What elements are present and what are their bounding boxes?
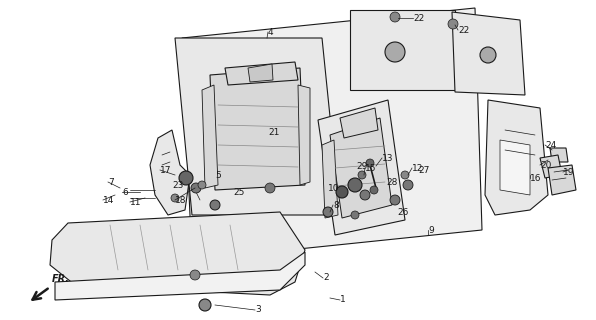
Polygon shape (485, 100, 548, 215)
Circle shape (390, 12, 400, 22)
Text: 5: 5 (215, 171, 221, 180)
Circle shape (210, 200, 220, 210)
Text: 20: 20 (540, 161, 551, 170)
Text: 26: 26 (397, 207, 408, 217)
Polygon shape (500, 140, 530, 195)
Text: FR.: FR. (52, 274, 70, 284)
Text: 8: 8 (333, 201, 339, 210)
Text: 15: 15 (365, 164, 377, 172)
Circle shape (171, 194, 179, 202)
Polygon shape (298, 85, 310, 185)
Circle shape (199, 299, 211, 311)
Circle shape (403, 180, 413, 190)
Circle shape (198, 181, 206, 189)
Circle shape (358, 171, 366, 179)
Polygon shape (150, 130, 190, 215)
Circle shape (360, 190, 370, 200)
Polygon shape (350, 10, 455, 90)
Circle shape (190, 270, 200, 280)
Circle shape (390, 195, 400, 205)
Circle shape (265, 183, 275, 193)
Text: 7: 7 (108, 178, 114, 187)
Circle shape (191, 183, 201, 193)
Circle shape (480, 47, 496, 63)
Text: 14: 14 (103, 196, 114, 204)
Polygon shape (50, 212, 305, 295)
Polygon shape (248, 64, 273, 82)
Text: 23: 23 (172, 180, 184, 189)
Text: 10: 10 (328, 183, 340, 193)
Polygon shape (452, 12, 525, 95)
Circle shape (336, 186, 348, 198)
Circle shape (370, 186, 378, 194)
Text: 4: 4 (268, 28, 274, 36)
Polygon shape (175, 38, 340, 215)
Text: 19: 19 (563, 167, 575, 177)
Polygon shape (540, 155, 562, 178)
Polygon shape (210, 68, 305, 190)
Text: 24: 24 (545, 140, 556, 149)
Text: 16: 16 (530, 173, 542, 182)
Text: 17: 17 (160, 165, 172, 174)
Polygon shape (318, 100, 405, 235)
Text: 3: 3 (255, 306, 260, 315)
Circle shape (348, 178, 362, 192)
Circle shape (351, 211, 359, 219)
Circle shape (323, 207, 333, 217)
Text: 11: 11 (130, 197, 141, 206)
Text: 13: 13 (382, 154, 393, 163)
Text: 12: 12 (412, 164, 423, 172)
Circle shape (401, 171, 409, 179)
Circle shape (448, 19, 458, 29)
Polygon shape (340, 108, 378, 138)
Polygon shape (55, 252, 305, 300)
Polygon shape (330, 118, 392, 218)
Circle shape (179, 171, 193, 185)
Circle shape (366, 159, 374, 167)
Polygon shape (182, 8, 482, 260)
Text: 18: 18 (175, 196, 187, 204)
Polygon shape (322, 140, 338, 218)
Text: 1: 1 (340, 295, 346, 305)
Text: 22: 22 (458, 26, 469, 35)
Circle shape (385, 42, 405, 62)
Text: 27: 27 (418, 165, 429, 174)
Text: 29: 29 (356, 162, 367, 171)
Polygon shape (202, 85, 218, 188)
Text: 21: 21 (268, 127, 280, 137)
Text: 9: 9 (428, 226, 434, 235)
Text: 2: 2 (323, 274, 328, 283)
Text: 22: 22 (413, 13, 424, 22)
Polygon shape (550, 148, 568, 162)
Polygon shape (225, 62, 298, 85)
Text: 6: 6 (122, 188, 128, 196)
Text: 28: 28 (386, 178, 398, 187)
Text: 25: 25 (233, 188, 244, 196)
Polygon shape (548, 165, 576, 195)
